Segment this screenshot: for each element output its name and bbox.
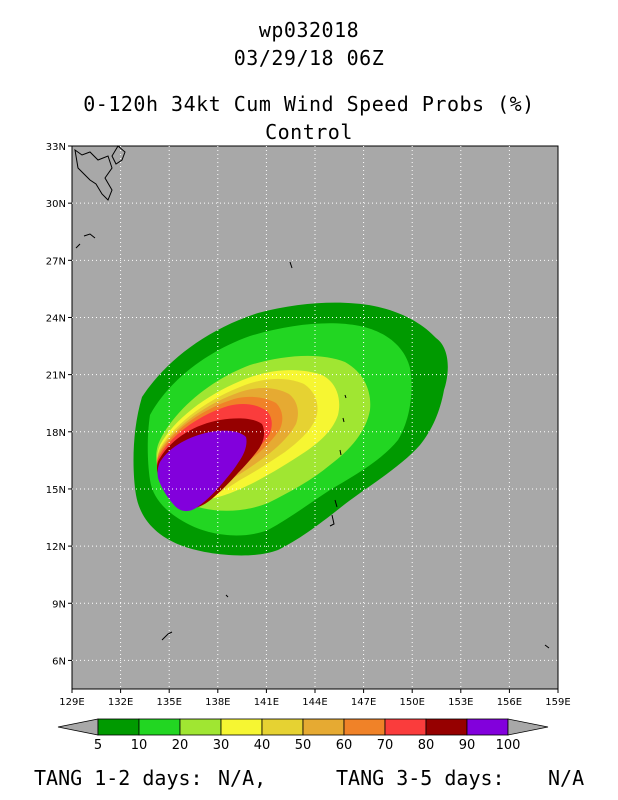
colorbar-high-arrow	[507, 718, 549, 736]
colorbar-label: 5	[94, 738, 102, 753]
colorbar-low-arrow	[57, 718, 99, 736]
run-title: Control	[265, 120, 353, 144]
lon-tick-label: 144E	[302, 697, 327, 708]
colorbar-label: 100	[496, 738, 521, 753]
tang-footer: TANG 1-2 days: N/A, TANG 3-5 days: N/A	[0, 766, 618, 794]
lat-tick-label: 27N	[46, 256, 66, 267]
latitude-ticks: 33N 30N 27N 24N 21N 18N 15N 12N 9N 6N	[46, 142, 72, 667]
colorbar-swatch	[97, 718, 140, 736]
colorbar-labels: 5 10 20 30 40 50 60 70 80 90 100	[94, 738, 521, 753]
lon-tick-label: 150E	[399, 697, 424, 708]
probability-contours	[133, 302, 448, 556]
lon-tick-label: 156E	[497, 697, 522, 708]
japan-coastline-east	[111, 145, 126, 165]
product-title: 0-120h 34kt Cum Wind Speed Probs (%)	[83, 92, 535, 116]
storm-id-title: wp032018	[258, 18, 360, 42]
tang-35-value: N/A	[548, 766, 585, 790]
lon-tick-label: 135E	[156, 697, 181, 708]
lon-tick-label: 138E	[205, 697, 230, 708]
lon-tick-label: 159E	[545, 697, 570, 708]
colorbar-label: 40	[254, 738, 271, 753]
lat-tick-label: 12N	[46, 542, 66, 553]
lat-tick-label: 33N	[46, 142, 66, 153]
colorbar-swatch	[343, 718, 386, 736]
tang-12-label: TANG 1-2 days:	[34, 766, 203, 790]
colorbar-label: 60	[336, 738, 353, 753]
colorbar	[57, 718, 549, 736]
lat-tick-label: 15N	[46, 485, 66, 496]
colorbar-label: 80	[418, 738, 435, 753]
lat-tick-label: 30N	[46, 199, 66, 210]
lat-tick-label: 6N	[52, 656, 66, 667]
lon-tick-label: 141E	[254, 697, 279, 708]
palau-island	[161, 631, 173, 641]
small-island-9n	[225, 594, 229, 598]
lat-tick-label: 24N	[46, 313, 66, 324]
contour-90	[157, 430, 247, 512]
colorbar-swatch	[384, 718, 427, 736]
colorbar-label: 30	[213, 738, 230, 753]
ryukyu-islands	[75, 233, 96, 249]
colorbar-label: 10	[131, 738, 148, 753]
coastlines	[74, 145, 550, 649]
japan-coastline	[74, 148, 113, 201]
lat-tick-label: 18N	[46, 428, 66, 439]
colorbar-swatch	[466, 718, 509, 736]
lon-tick-label: 132E	[108, 697, 133, 708]
colorbar-swatch	[261, 718, 304, 736]
micronesia-island	[544, 644, 550, 649]
lat-tick-label: 9N	[52, 599, 66, 610]
colorbar-swatch	[179, 718, 222, 736]
bonin-island	[289, 261, 293, 269]
lon-tick-label: 153E	[448, 697, 473, 708]
colorbar-swatch	[220, 718, 263, 736]
tang-35-label: TANG 3-5 days:	[336, 766, 505, 790]
lat-tick-label: 21N	[46, 371, 66, 382]
mariana-islands	[329, 394, 347, 527]
map-grid	[72, 146, 558, 689]
tang-12-value: N/A,	[218, 766, 267, 790]
colorbar-swatch	[425, 718, 468, 736]
colorbar-label: 50	[295, 738, 312, 753]
colorbar-swatch	[302, 718, 345, 736]
longitude-ticks: 129E 132E 135E 138E 141E 144E 147E 150E 153E 156E…	[59, 689, 571, 708]
lon-tick-label: 129E	[59, 697, 84, 708]
colorbar-label: 90	[459, 738, 476, 753]
colorbar-label: 70	[377, 738, 394, 753]
lon-tick-label: 147E	[351, 697, 376, 708]
datetime-title: 03/29/18 06Z	[233, 46, 385, 70]
colorbar-swatch	[138, 718, 181, 736]
colorbar-label: 20	[172, 738, 189, 753]
